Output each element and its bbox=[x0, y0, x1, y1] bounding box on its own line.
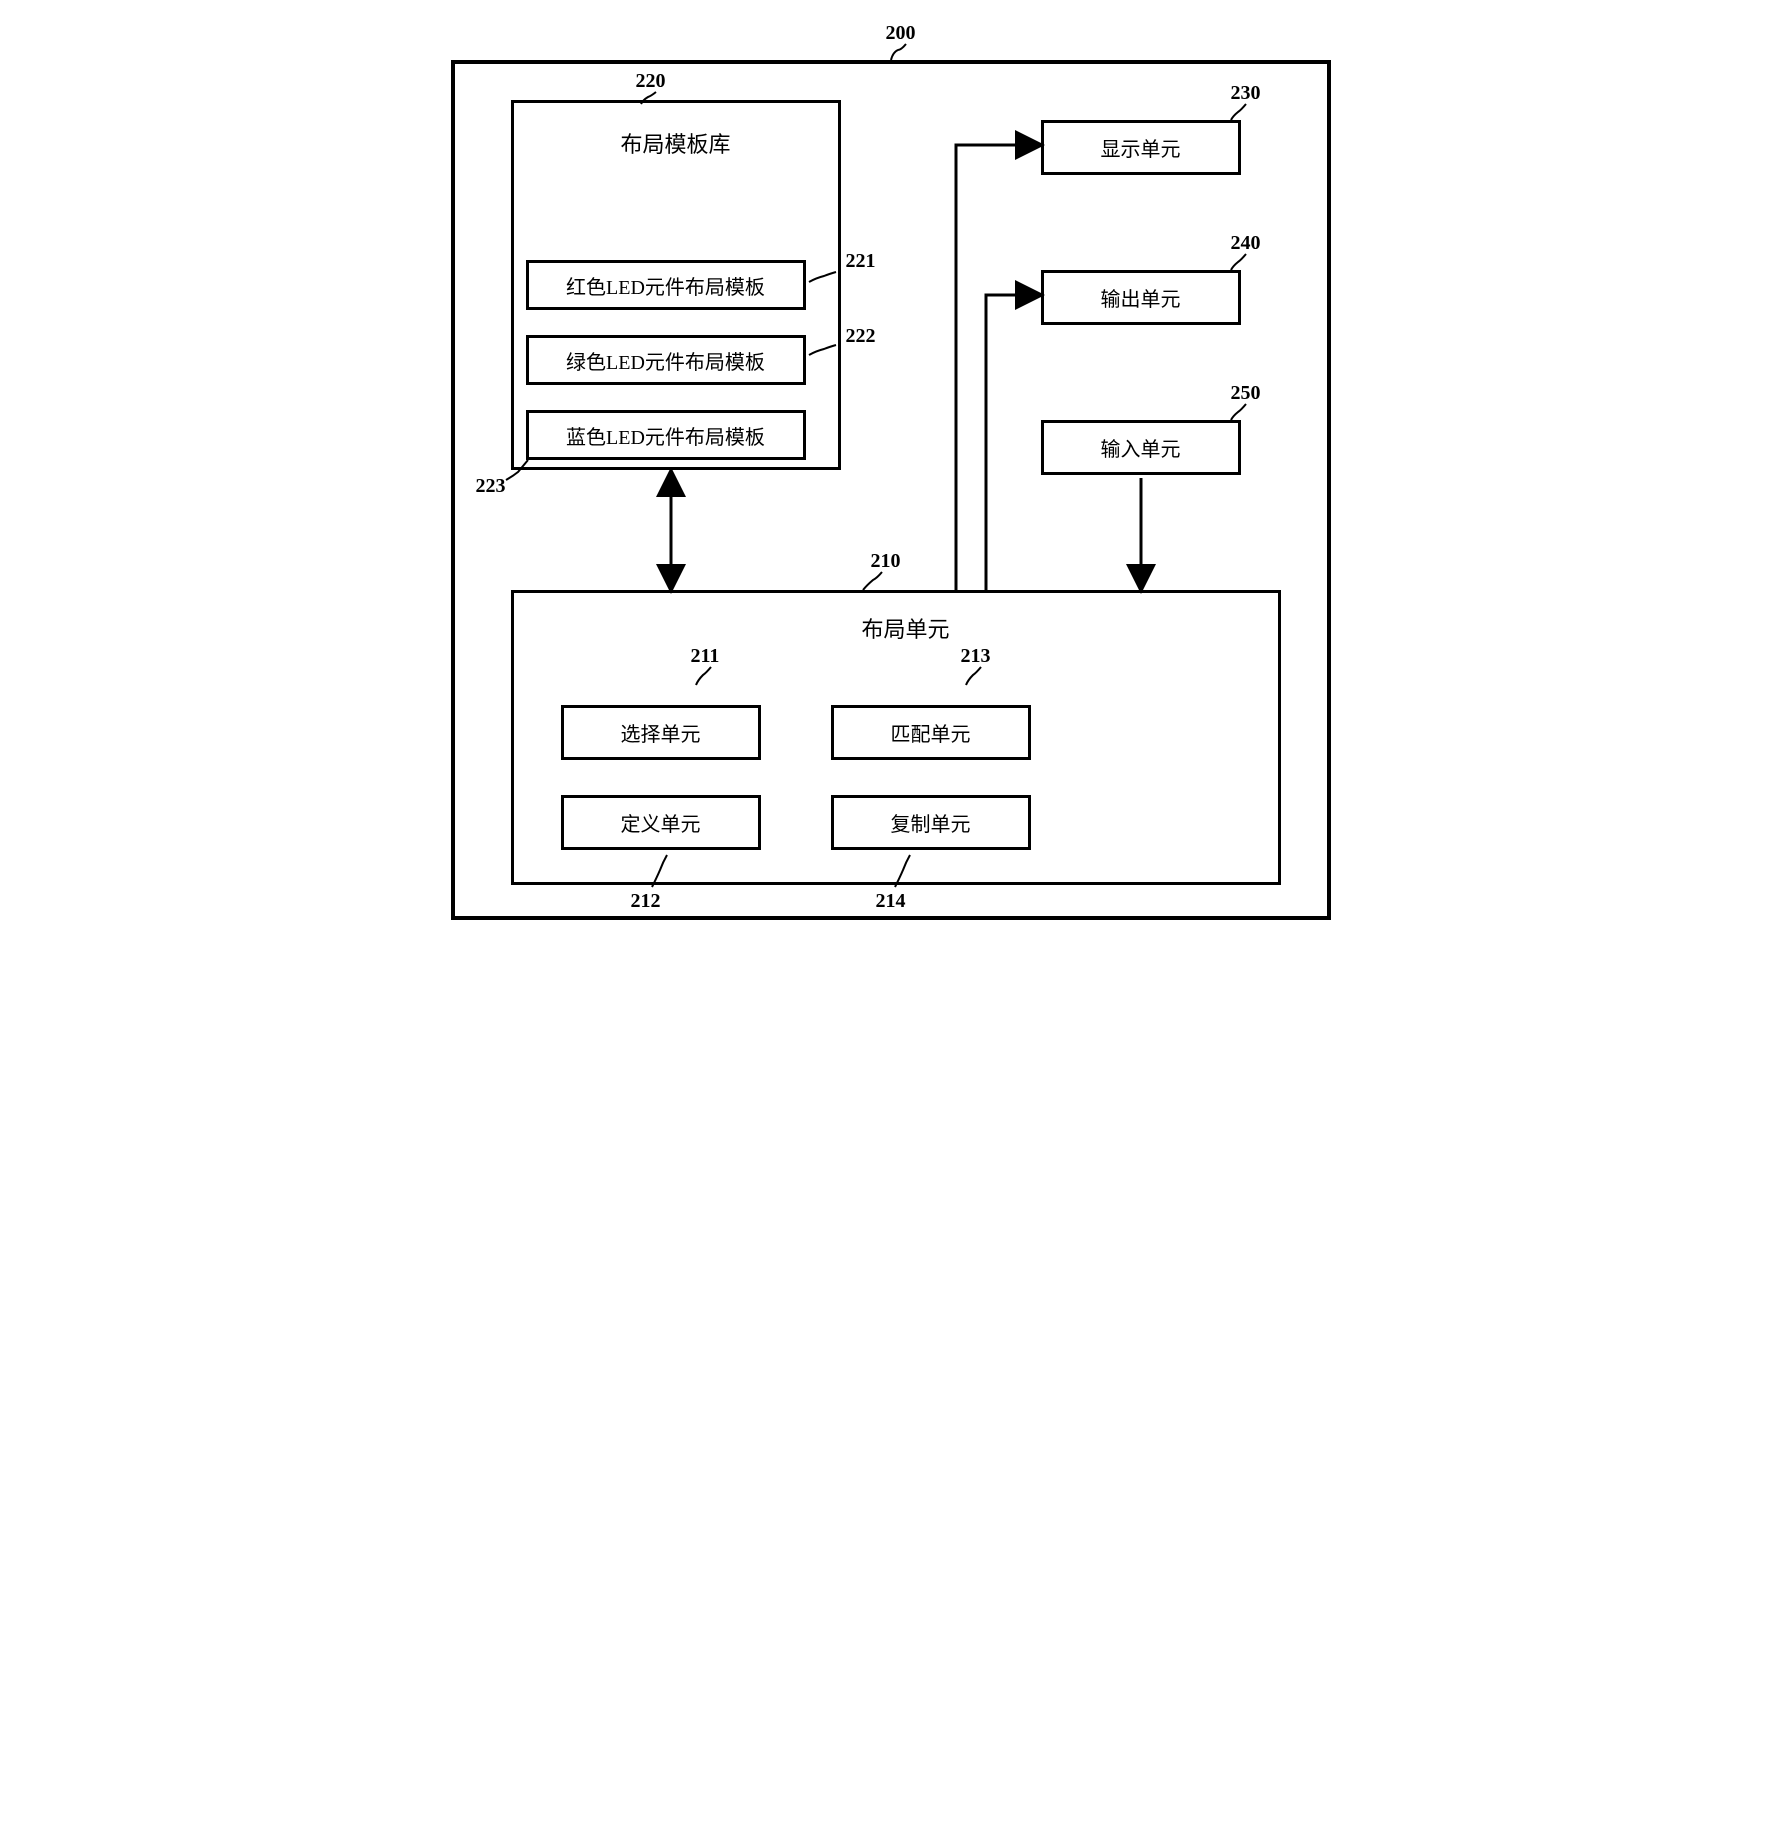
label-output-unit: 240 bbox=[1231, 232, 1261, 255]
label-select-unit: 211 bbox=[691, 645, 720, 668]
select-unit-text: 选择单元 bbox=[613, 714, 709, 751]
label-template-lib: 220 bbox=[636, 70, 666, 93]
label-input-unit: 250 bbox=[1231, 382, 1261, 405]
diagram-canvas: 布局模板库 红色LED元件布局模板 绿色LED元件布局模板 蓝色LED元件布局模… bbox=[441, 20, 1341, 960]
define-unit-text: 定义单元 bbox=[613, 804, 709, 841]
output-unit-text: 输出单元 bbox=[1093, 279, 1189, 316]
layout-unit-title: 布局单元 bbox=[854, 608, 958, 648]
label-template-blue: 223 bbox=[476, 475, 506, 498]
label-template-green: 222 bbox=[846, 325, 876, 348]
template-library-title: 布局模板库 bbox=[612, 123, 738, 163]
label-copy-unit: 214 bbox=[876, 890, 906, 913]
template-blue-box: 蓝色LED元件布局模板 bbox=[526, 410, 806, 460]
template-green-text: 绿色LED元件布局模板 bbox=[558, 342, 773, 379]
copy-unit-text: 复制单元 bbox=[883, 804, 979, 841]
copy-unit-box: 复制单元 bbox=[831, 795, 1031, 850]
match-unit-box: 匹配单元 bbox=[831, 705, 1031, 760]
display-unit-box: 显示单元 bbox=[1041, 120, 1241, 175]
output-unit-box: 输出单元 bbox=[1041, 270, 1241, 325]
template-blue-text: 蓝色LED元件布局模板 bbox=[558, 417, 773, 454]
label-define-unit: 212 bbox=[631, 890, 661, 913]
display-unit-text: 显示单元 bbox=[1093, 129, 1189, 166]
label-layout-unit: 210 bbox=[871, 550, 901, 573]
label-display-unit: 230 bbox=[1231, 82, 1261, 105]
match-unit-text: 匹配单元 bbox=[883, 714, 979, 751]
select-unit-box: 选择单元 bbox=[561, 705, 761, 760]
template-red-box: 红色LED元件布局模板 bbox=[526, 260, 806, 310]
template-green-box: 绿色LED元件布局模板 bbox=[526, 335, 806, 385]
label-match-unit: 213 bbox=[961, 645, 991, 668]
input-unit-box: 输入单元 bbox=[1041, 420, 1241, 475]
template-red-text: 红色LED元件布局模板 bbox=[558, 267, 773, 304]
define-unit-box: 定义单元 bbox=[561, 795, 761, 850]
input-unit-text: 输入单元 bbox=[1093, 429, 1189, 466]
label-main: 200 bbox=[886, 22, 916, 45]
label-template-red: 221 bbox=[846, 250, 876, 273]
